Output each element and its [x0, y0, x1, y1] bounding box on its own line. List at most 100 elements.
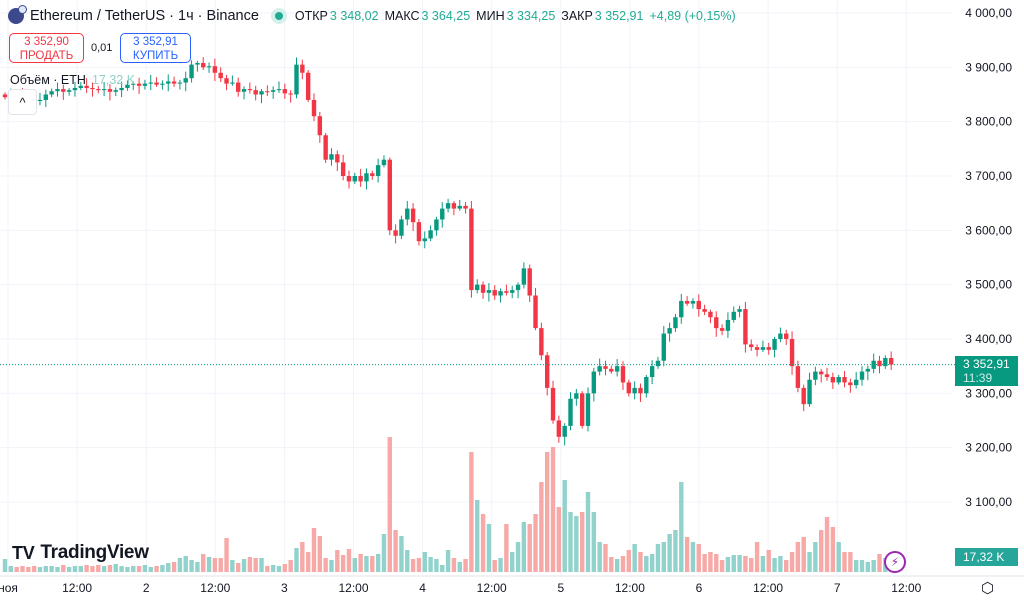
volume-bar: [632, 544, 637, 572]
volume-bar: [381, 534, 387, 572]
candle-body: [824, 374, 830, 378]
volume-bar: [498, 558, 503, 572]
current-price-label: 3 352,91 11:39: [955, 356, 1018, 386]
volume-legend-value: 17,32 K: [91, 73, 136, 87]
candle-body: [2, 94, 8, 98]
candle-body: [504, 291, 509, 293]
volume-bar: [305, 552, 311, 572]
volume-bar: [212, 558, 218, 572]
candle-body: [218, 72, 223, 79]
candle-body: [673, 317, 678, 329]
candle-body: [428, 230, 433, 239]
candle-body: [375, 165, 381, 176]
volume-bar: [387, 437, 392, 572]
volume-bar: [107, 565, 113, 572]
time-tick-label: 5: [557, 581, 564, 595]
candle-body: [276, 89, 282, 91]
volume-bar: [218, 558, 223, 572]
chart-legend: Ethereum / TetherUS · 1ч · Binance ОТКР 3…: [8, 5, 740, 24]
candle-body: [90, 87, 95, 90]
volume-bar: [434, 559, 439, 572]
candle-body: [399, 219, 404, 236]
volume-bar: [789, 552, 795, 572]
volume-bar: [690, 542, 696, 572]
volume-bar: [201, 554, 206, 572]
volume-bar: [486, 524, 492, 572]
volume-bar: [61, 565, 66, 572]
volume-bar: [469, 452, 474, 572]
candle-body: [725, 319, 731, 331]
sell-button[interactable]: 3 352,90 ПРОДАТЬ: [9, 33, 84, 63]
volume-bar: [772, 558, 777, 572]
candle-body: [445, 203, 451, 209]
volume-bar: [265, 566, 270, 572]
volume-bar: [696, 544, 701, 572]
symbol-title[interactable]: Ethereum / TetherUS · 1ч · Binance: [30, 8, 259, 24]
chevron-up-icon: ^: [19, 95, 26, 110]
candle-body: [288, 93, 293, 95]
candle-body: [346, 175, 352, 182]
volume-bar: [119, 566, 124, 572]
candle-body: [819, 371, 824, 375]
candle-body: [813, 371, 818, 380]
volume-bar: [154, 566, 159, 572]
price-tick-label: 3 400,00: [965, 332, 1012, 346]
volume-bar: [719, 560, 725, 572]
lightning-icon[interactable]: ⚡︎: [884, 551, 906, 573]
volume-bar: [358, 554, 363, 572]
volume-bar: [649, 554, 655, 572]
candle-body: [352, 175, 357, 182]
candle-body: [515, 284, 521, 291]
volume-bar: [451, 558, 457, 572]
candle-body: [463, 205, 468, 209]
volume-bar: [101, 566, 107, 572]
candle-body: [107, 89, 113, 92]
volume-bar: [819, 530, 824, 572]
volume-bar: [171, 562, 177, 572]
low-label: МИН: [476, 9, 505, 23]
candle-body: [510, 290, 515, 293]
candle-body: [230, 82, 235, 84]
candle-body: [830, 377, 836, 383]
volume-bar: [31, 566, 37, 572]
candle-body: [84, 85, 89, 88]
volume-bar: [241, 559, 247, 572]
candle-body: [381, 159, 387, 166]
volume-bar: [364, 556, 369, 572]
price-tick-label: 3 100,00: [965, 495, 1012, 509]
volume-bar: [288, 560, 293, 572]
candle-body: [78, 85, 83, 88]
volume-bar: [807, 552, 812, 572]
volume-bar: [539, 482, 544, 572]
candle-body: [148, 82, 153, 84]
candle-body: [655, 360, 661, 367]
candle-body: [620, 366, 626, 383]
candle-body: [475, 284, 480, 291]
candle-body: [154, 82, 159, 85]
candle-body: [440, 208, 445, 220]
volume-bar: [125, 567, 130, 572]
volume-bar: [166, 563, 171, 572]
candle-body: [201, 62, 206, 68]
open-label: ОТКР: [294, 9, 328, 23]
volume-bar: [405, 550, 410, 572]
volume-bar: [749, 558, 754, 572]
collapse-legend-button[interactable]: ^: [8, 89, 37, 115]
time-tick-label: 7: [834, 581, 841, 595]
volume-bar: [66, 567, 72, 572]
volume-bar: [90, 566, 95, 572]
buy-button[interactable]: 3 352,91 КУПИТЬ: [120, 33, 191, 63]
volume-bar: [667, 534, 672, 572]
volume-bar: [784, 560, 789, 572]
tradingview-logo[interactable]: TV TradingView: [12, 542, 149, 564]
settings-icon[interactable]: ⬡: [981, 580, 995, 597]
candle-body: [101, 89, 107, 91]
volume-bar: [247, 557, 253, 572]
volume-bar: [55, 567, 60, 572]
volume-legend[interactable]: Объём · ETH 17,32 K: [10, 73, 135, 87]
candle-body: [679, 300, 684, 318]
volume-bar: [655, 544, 661, 572]
candle-body: [865, 368, 871, 372]
time-tick-label: 12:00: [200, 581, 230, 595]
